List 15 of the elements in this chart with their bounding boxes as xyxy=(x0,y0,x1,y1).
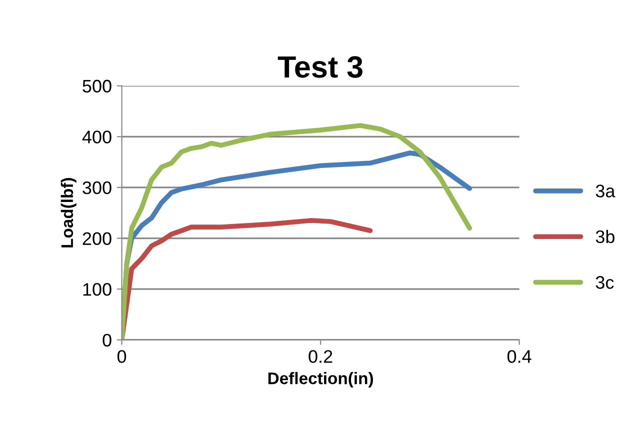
legend-label: 3c xyxy=(596,276,614,289)
x-axis-title: Deflection(in) xyxy=(268,372,373,388)
y-axis-title: Load(lbf) xyxy=(60,178,76,248)
x-tick-label: 0 xyxy=(117,350,126,363)
y-tick-label: 400 xyxy=(82,130,112,144)
y-tick-label: 200 xyxy=(82,232,112,245)
chart-title: Test 3 xyxy=(278,56,362,78)
y-tick-label: 300 xyxy=(82,181,112,194)
x-tick-label: 0.4 xyxy=(507,350,532,363)
y-tick-label: 500 xyxy=(82,80,112,93)
legend-label: 3b xyxy=(596,230,614,244)
x-tick-label: 0.2 xyxy=(308,350,332,363)
y-tick-label: 0 xyxy=(102,334,112,347)
legend-label: 3a xyxy=(596,184,616,198)
y-tick-label: 100 xyxy=(83,283,112,296)
